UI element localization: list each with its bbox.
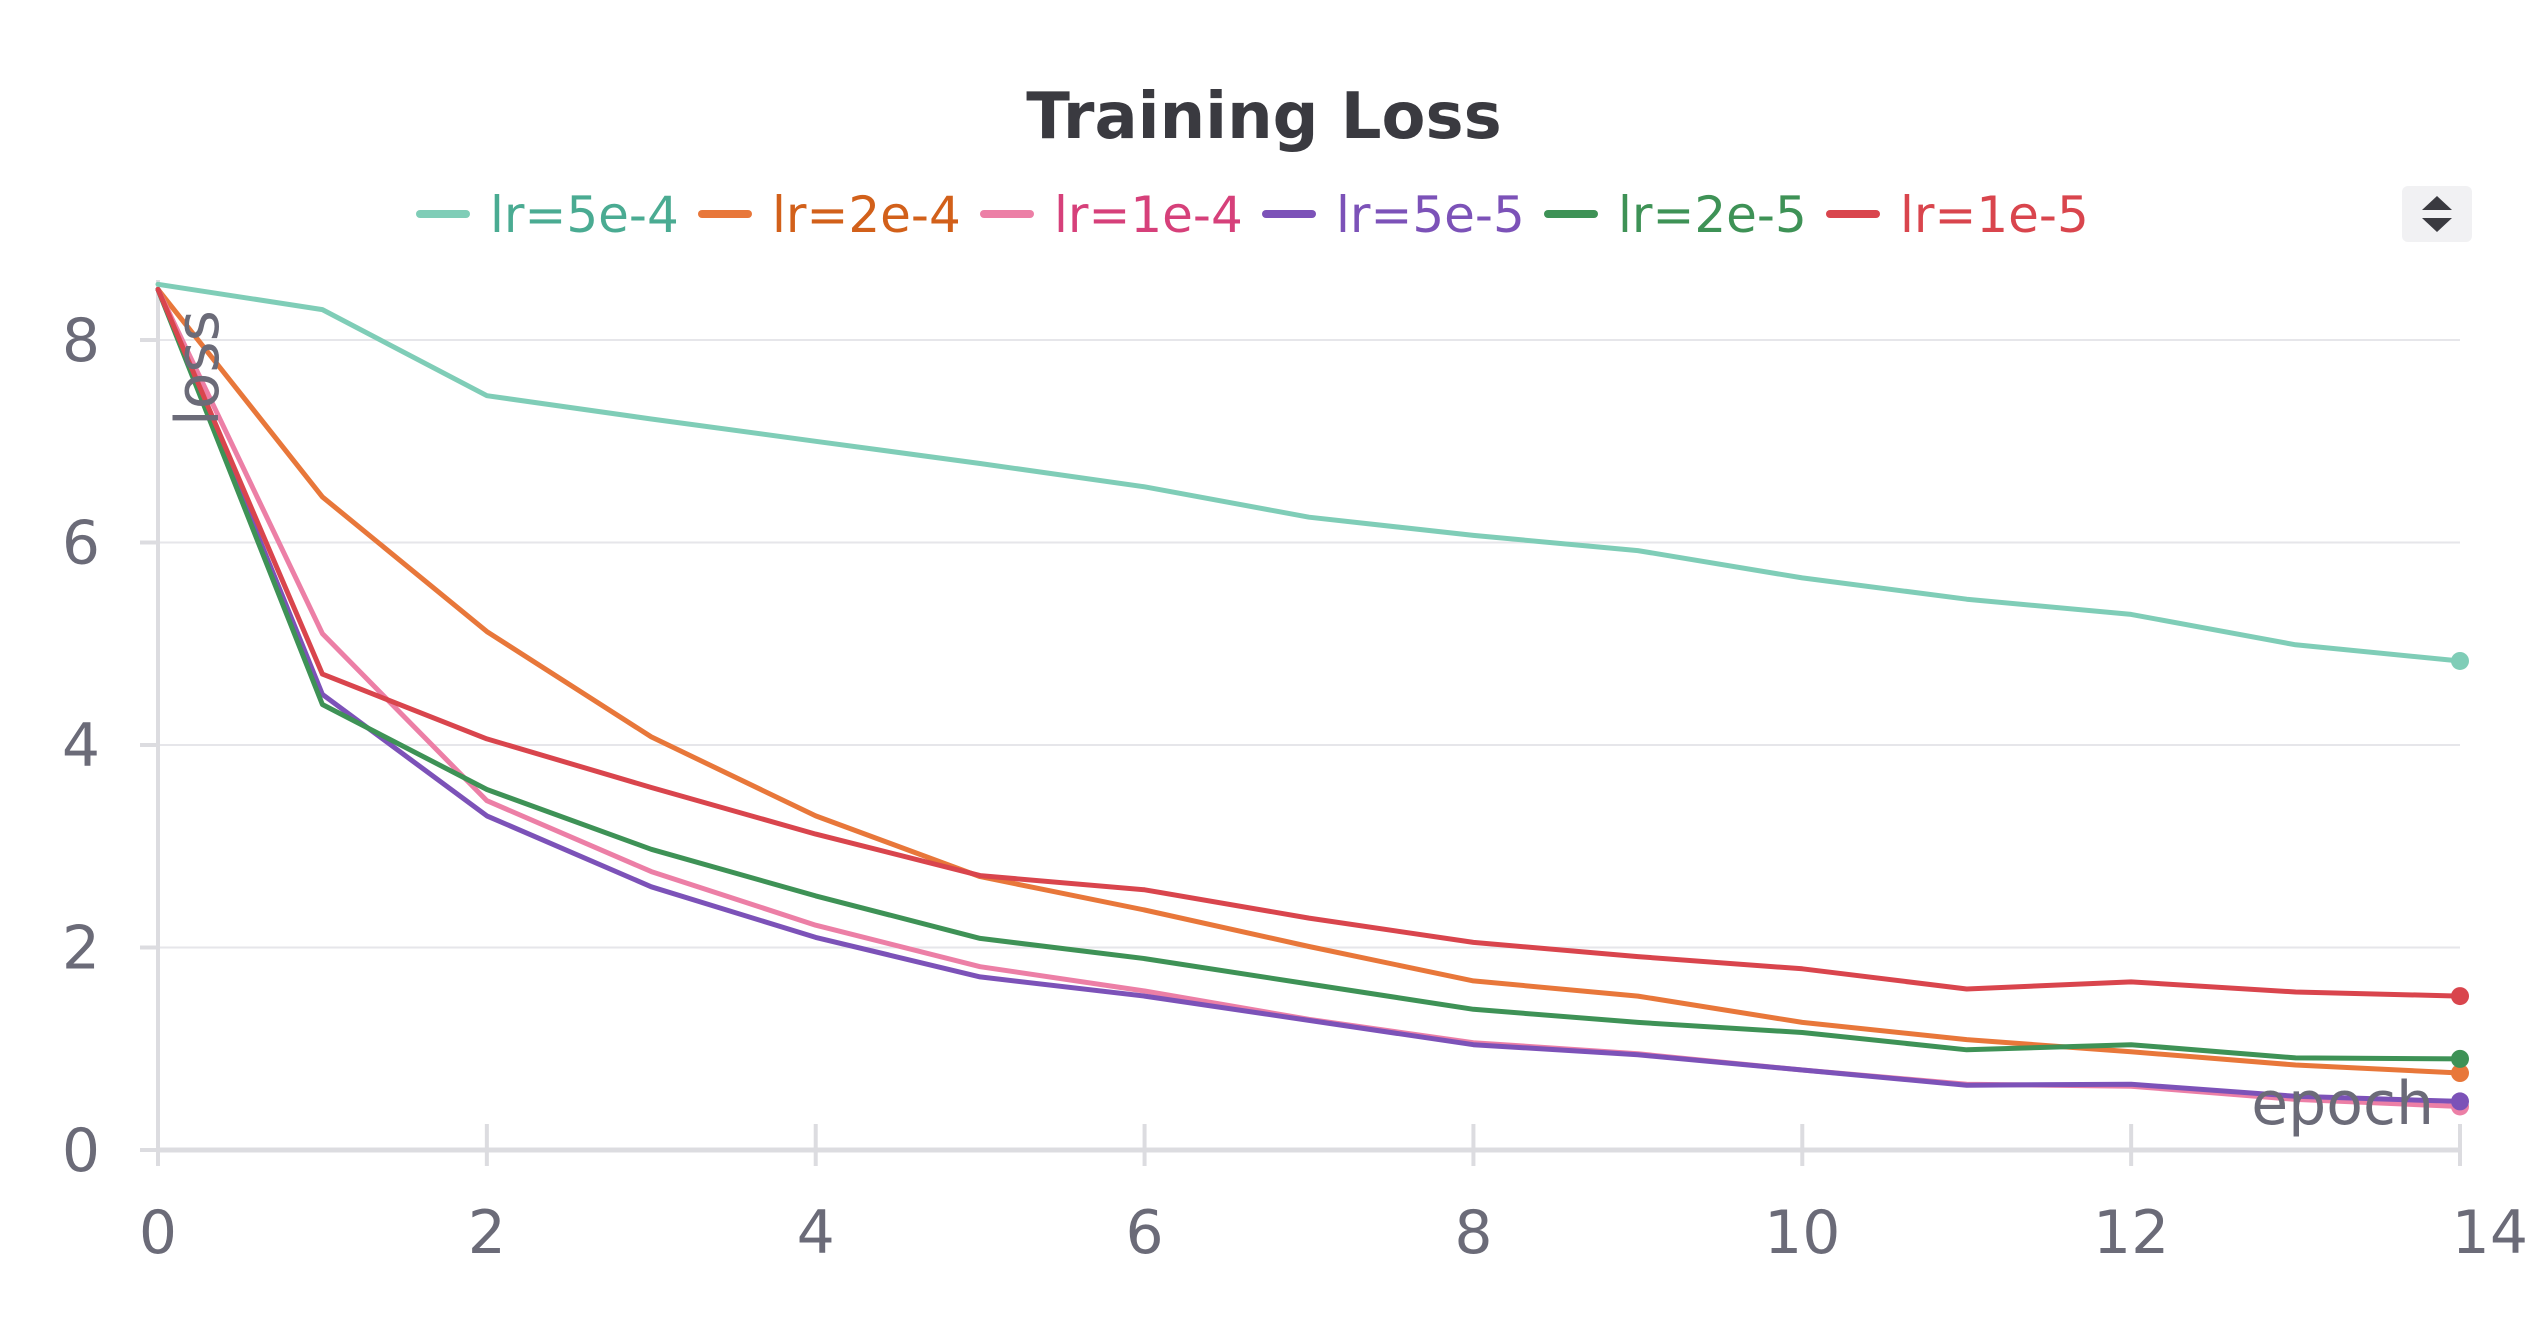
x-axis-label: epoch [2251,1069,2434,1139]
legend-label: lr=1e-5 [1900,186,2089,244]
x-tick-label: 2 [468,1198,506,1268]
series-end-point [2451,651,2469,670]
up-arrow-icon [2422,196,2452,210]
series-end-point [2451,1049,2469,1068]
series-line-lr=2e-5 [155,286,2463,1062]
legend: lr=5e-4 lr=2e-4 lr=1e-4 lr=5e-5 lr=2e-5 lr=1e… [416,186,2089,244]
y-axis-ticks: 0 2 4 6 8 [62,306,100,1186]
series-end-point [2451,987,2469,1006]
x-tick-label: 8 [1454,1198,1492,1268]
legend-item[interactable]: lr=2e-5 [1544,186,1807,244]
x-tick-label: 10 [1764,1198,1840,1268]
x-axis-ticks: 0 2 4 6 8 10 12 14 [139,1198,2528,1268]
y-tick-label: 2 [62,914,100,984]
legend-label: lr=1e-4 [1054,186,1243,244]
series-group [155,281,2469,1116]
legend-label: lr=2e-5 [1618,186,1807,244]
y-tick-label: 4 [62,711,100,781]
y-axis-label: loss [163,310,233,426]
legend-scroll-button[interactable] [2402,186,2472,242]
x-tick-label: 6 [1125,1198,1163,1268]
series-end-point [2451,1064,2469,1083]
series-line-lr=2e-4 [155,286,2463,1076]
x-tick-label: 14 [2452,1198,2528,1268]
y-tick-label: 6 [62,509,100,579]
legend-label: lr=2e-4 [772,186,961,244]
x-tick-label: 0 [139,1198,177,1268]
legend-item[interactable]: lr=1e-4 [980,186,1243,244]
legend-item[interactable]: lr=5e-4 [416,186,679,244]
series-end-point [2451,1092,2469,1111]
legend-label: lr=5e-4 [490,186,679,244]
legend-item[interactable]: lr=1e-5 [1826,186,2089,244]
chart-title: Training Loss [1026,80,1501,154]
down-arrow-icon [2422,218,2452,232]
axes [140,280,2462,1166]
y-tick-label: 0 [62,1116,100,1186]
legend-item[interactable]: lr=5e-5 [1262,186,1525,244]
y-tick-label: 8 [62,306,100,376]
series-line-lr=1e-5 [155,286,2463,999]
series-line-lr=5e-4 [155,281,2463,664]
series-line-lr=5e-5 [155,286,2463,1104]
legend-label: lr=5e-5 [1336,186,1525,244]
x-tick-label: 4 [797,1198,835,1268]
legend-item[interactable]: lr=2e-4 [698,186,961,244]
x-tick-label: 12 [2093,1198,2169,1268]
